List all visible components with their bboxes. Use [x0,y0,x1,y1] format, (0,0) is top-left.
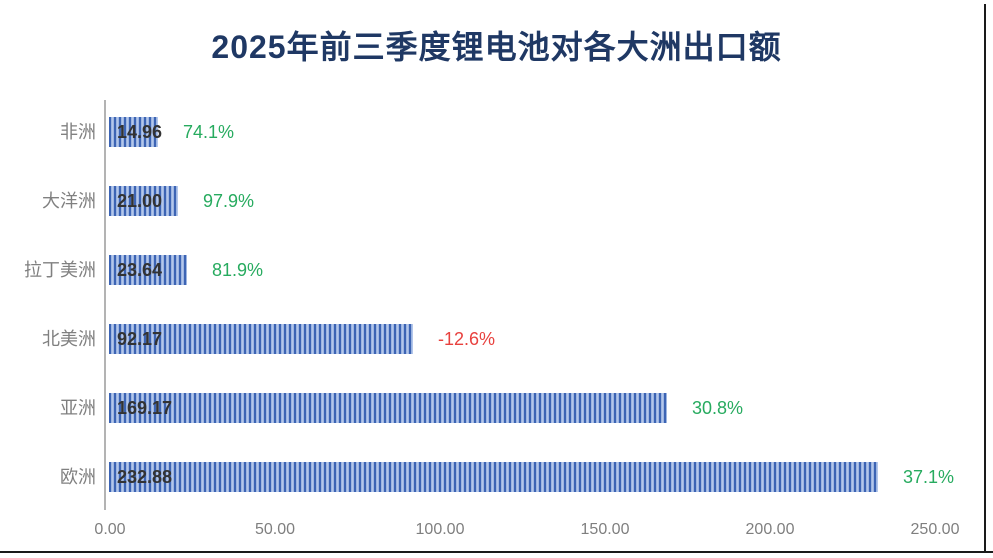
category-label: 北美洲 [42,329,96,349]
growth-rate-label: 37.1% [903,467,955,487]
growth-rate-label: 81.9% [212,260,264,280]
bar-4 [109,393,667,423]
growth-rate-label: 74.1% [183,122,235,142]
frame-border-right [984,4,986,552]
frame-border-bottom [0,551,993,553]
chart-title: 2025年前三季度锂电池对各大洲出口额 [211,29,782,65]
category-label: 欧洲 [60,467,96,487]
value-label: 92.17 [117,329,163,349]
growth-rate-label: 97.9% [203,191,255,211]
x-axis-tick-label: 250.00 [910,521,960,538]
bar-5 [109,462,878,492]
x-axis-tick-label: 100.00 [415,521,465,538]
category-label: 非洲 [60,122,96,142]
bar-0 [109,117,158,147]
x-axis-tick-label: 150.00 [580,521,630,538]
x-axis-tick-label: 50.00 [254,521,296,538]
value-label: 23.64 [117,260,163,280]
bar-row: 欧洲 232.88 37.1% [0,462,993,492]
bar-row: 大洋洲 21.00 97.9% [0,186,993,216]
value-label: 169.17 [117,398,173,418]
bar-row: 拉丁美洲 23.64 81.9% [0,255,993,285]
category-label: 亚洲 [60,398,96,418]
bar-2 [109,255,187,285]
x-axis-tick-label: 200.00 [745,521,795,538]
category-label: 大洋洲 [42,191,96,211]
y-axis-line [104,100,106,510]
growth-rate-label: 30.8% [692,398,744,418]
bar-3 [109,324,413,354]
x-axis-tick-label: 0.00 [94,521,126,538]
value-label: 14.96 [117,122,163,142]
growth-rate-label: -12.6% [438,329,496,349]
bar-row: 非洲 14.96 74.1% [0,117,993,147]
bar-1 [109,186,178,216]
value-label: 232.88 [117,467,173,487]
bar-row: 北美洲 92.17 -12.6% [0,324,993,354]
bar-row: 亚洲 169.17 30.8% [0,393,993,423]
value-label: 21.00 [117,191,163,211]
category-label: 拉丁美洲 [24,260,96,280]
